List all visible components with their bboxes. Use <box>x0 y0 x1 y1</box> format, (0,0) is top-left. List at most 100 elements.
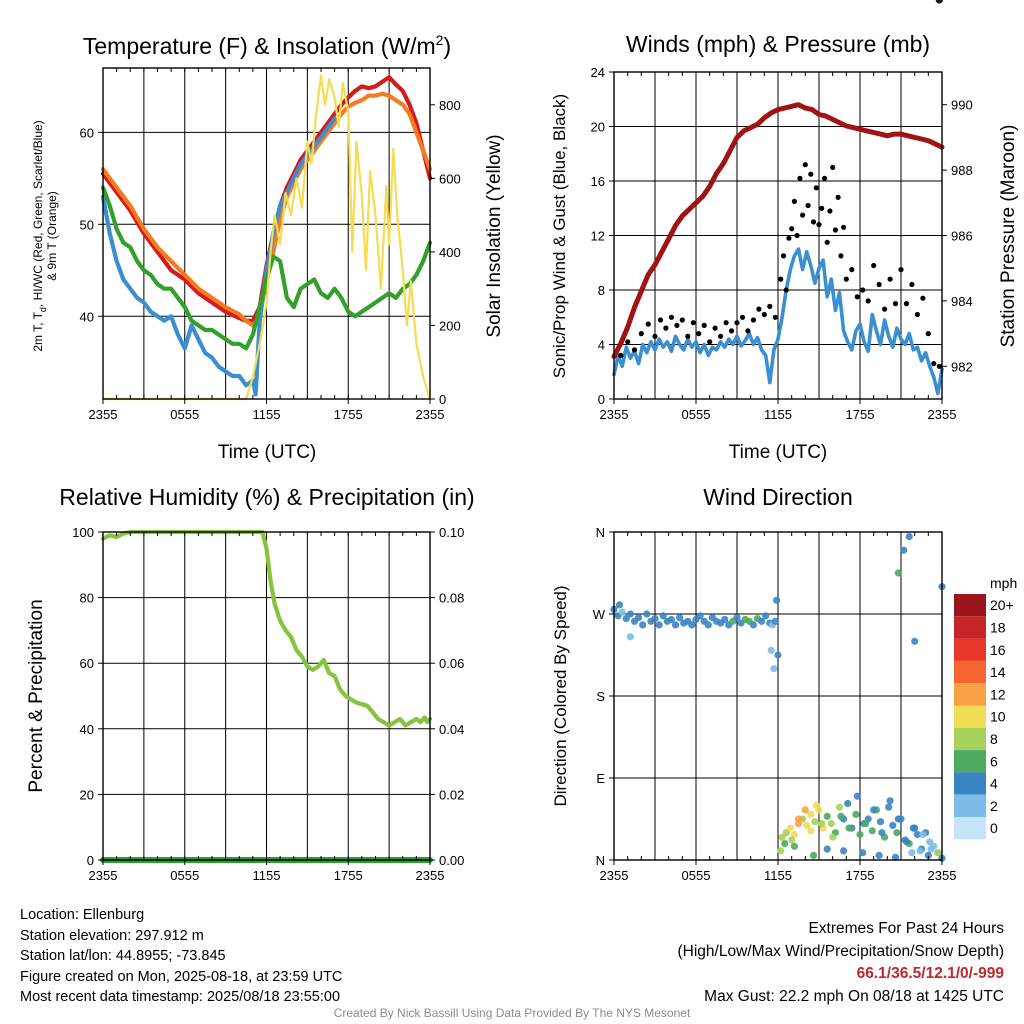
wind-direction-point <box>639 621 647 629</box>
rh-y2tick-label: 0.00 <box>439 853 464 868</box>
recent-data-timestamp: Most recent data timestamp: 2025/08/18 2… <box>20 989 341 1005</box>
wind-direction-point <box>823 812 831 820</box>
wind-xtick-label: 0555 <box>682 407 711 422</box>
wind-series <box>611 102 945 396</box>
gust-point <box>925 331 931 337</box>
gust-point <box>674 322 680 328</box>
rh-y2tick-label: 0.10 <box>439 525 464 540</box>
rh-xtick-label: 2355 <box>416 868 445 883</box>
gust-point <box>712 325 718 331</box>
rh-ytick-label: 40 <box>80 722 94 737</box>
gust-point <box>772 314 778 320</box>
wind-ticks: 2355 0555 1155 1755 235504812162024982984986… <box>591 65 973 422</box>
temp-ytick-label: 40 <box>80 309 94 324</box>
max-gust: Max Gust: 22.2 mph On 08/18 at 1425 UTC <box>704 987 1004 1005</box>
temp-y-axis-label-line2: & 9m T (Orange) <box>45 191 59 281</box>
colorbar-label: 16 <box>990 642 1006 658</box>
wdir-xtick-label: 0555 <box>682 868 711 883</box>
wdir-xtick-label: 2355 <box>600 868 629 883</box>
gust-point <box>739 314 746 320</box>
wind-direction-point <box>622 615 630 623</box>
colorbar-swatch <box>954 727 986 751</box>
colorbar-label: 8 <box>990 731 998 747</box>
wind-y2tick-label: 982 <box>951 359 973 374</box>
gust-point <box>810 219 817 225</box>
gust-point <box>898 267 904 273</box>
gust-point <box>631 347 638 353</box>
gust-point <box>909 281 915 288</box>
wind-direction-point <box>786 824 794 832</box>
rh-ytick-label: 60 <box>80 656 94 671</box>
pressure-y2-axis-label: Station Pressure (Maroon) <box>998 125 1019 348</box>
wind-direction-point <box>852 810 860 819</box>
gust-point <box>679 317 685 323</box>
rh-xtick-label: 0555 <box>170 868 199 883</box>
gust-point <box>718 333 724 339</box>
gust-point <box>756 306 762 312</box>
rh-y2tick-label: 0.06 <box>439 656 464 671</box>
temperature-insolation-chart: Temperature (F) & Insolation (W/m2) Time… <box>31 32 505 463</box>
wind-direction-point <box>913 830 922 839</box>
gust-point <box>871 262 877 269</box>
gust-point <box>882 306 888 312</box>
gust-point <box>892 301 899 307</box>
wdir-xtick-label: 1155 <box>764 868 792 883</box>
wind-direction-point <box>840 847 848 855</box>
wind-direction-point <box>781 840 789 848</box>
wind-direction-point <box>845 824 853 832</box>
wind-direction-point <box>891 853 900 861</box>
wdir-ytick-label: E <box>596 771 605 786</box>
gust-point <box>860 287 866 293</box>
gust-point <box>786 235 792 241</box>
wind-direction-point <box>861 820 870 828</box>
gust-point <box>657 317 664 323</box>
colorbar-swatch <box>954 594 986 617</box>
colorbar-swatch <box>954 660 986 684</box>
wind-direction-point <box>868 827 876 835</box>
rh-ytick-label: 100 <box>72 525 94 540</box>
gust-point <box>832 227 839 233</box>
gust-point <box>824 239 830 245</box>
station-info: Location: Ellenburg Station elevation: 2… <box>20 905 342 1008</box>
colorbar-swatch <box>954 817 986 840</box>
rh-grid <box>102 531 431 860</box>
meteogram-figure: Temperature (F) & Insolation (W/m2) Time… <box>26 0 1019 883</box>
gust-point <box>750 317 757 323</box>
wind-ytick-label: 24 <box>591 65 605 80</box>
wind-direction-point <box>837 812 845 820</box>
wdir-ytick-label: W <box>593 607 606 622</box>
wind-direction-point <box>788 836 796 844</box>
rh-xtick-label: 1155 <box>253 868 281 883</box>
wind-direction-point <box>809 851 818 860</box>
wind-direction-point <box>853 792 861 800</box>
wind-direction-point <box>615 601 624 609</box>
gust-point <box>903 301 910 307</box>
colorbar-label: 10 <box>990 709 1006 725</box>
wind-direction-point <box>812 801 820 809</box>
temp-grid <box>102 68 431 399</box>
wind-direction-point <box>893 829 901 837</box>
wind-y2tick-label: 986 <box>951 229 973 244</box>
wind-direction-point <box>696 612 704 620</box>
temp-xtick-label: 2355 <box>89 407 118 422</box>
gust-point <box>663 325 669 331</box>
wind-direction-point <box>856 830 864 839</box>
gust-point <box>808 171 814 177</box>
wind-direction-point <box>919 830 927 839</box>
rh-ytick-label: 20 <box>80 787 94 802</box>
extremes-subtitle: (High/Low/Max Wind/Precipitation/Snow De… <box>677 942 1005 960</box>
wind-direction-point <box>885 803 893 811</box>
rh-y-axis-label: Percent & Precipitation <box>26 599 47 792</box>
station-location: Location: Ellenburg <box>20 907 145 923</box>
gust-point <box>800 212 806 218</box>
gust-point <box>745 328 751 334</box>
colorbar-label: 6 <box>990 753 998 769</box>
wind-direction-point <box>935 0 943 4</box>
wind-direction-point <box>688 621 696 629</box>
wind-direction-point <box>889 821 897 830</box>
wind-direction-point <box>704 621 712 629</box>
gust-point <box>936 363 942 369</box>
wind-xtick-label: 1155 <box>764 407 792 422</box>
wind-direction-point <box>762 612 770 620</box>
